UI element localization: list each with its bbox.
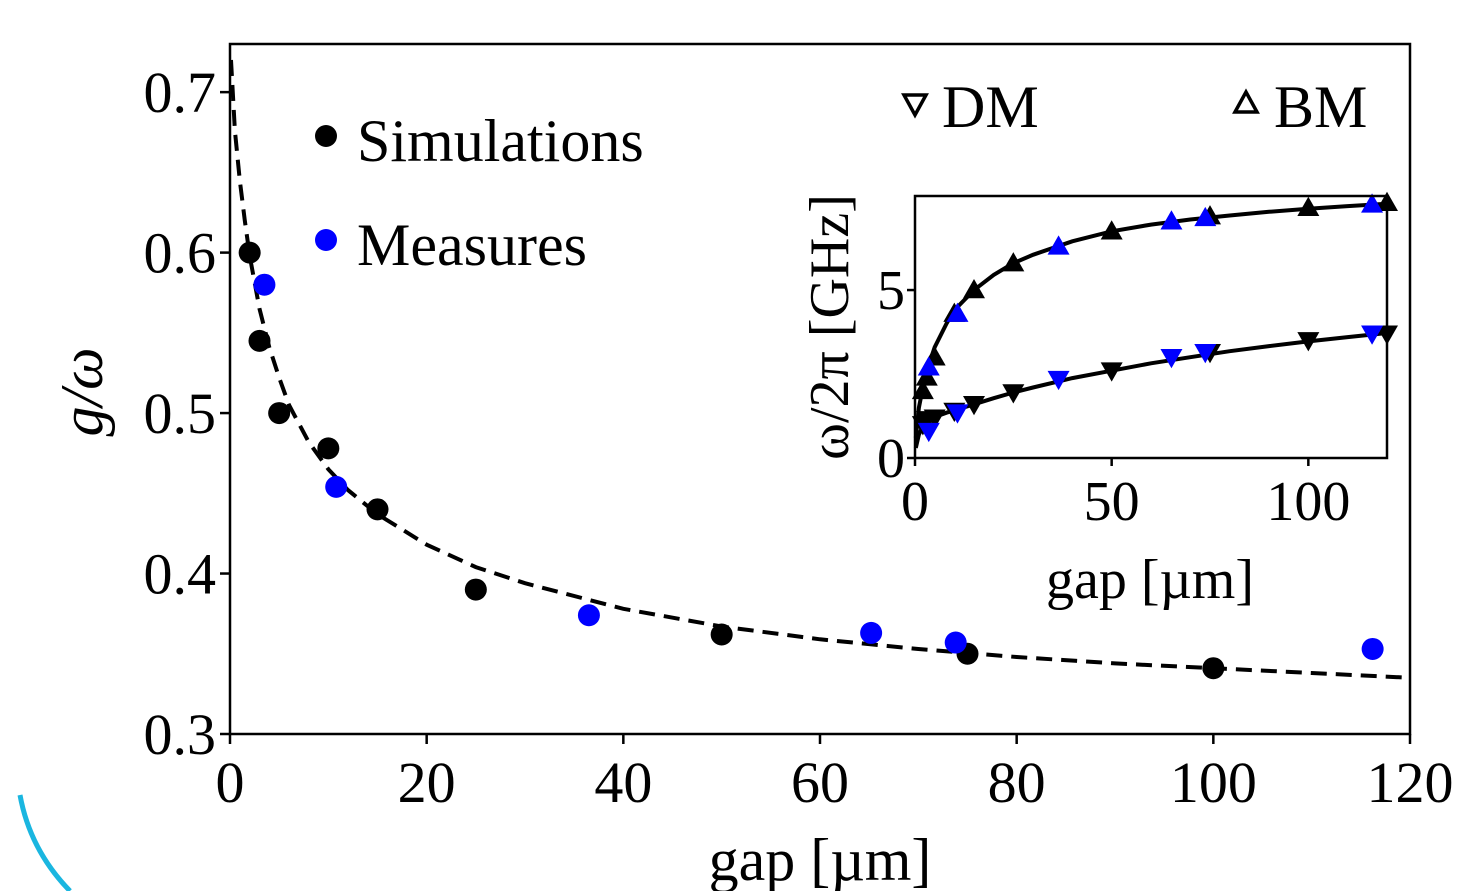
inset-ticks-layer: 0 50 100 0 5 xyxy=(877,260,1350,533)
main-x-tick-label: 40 xyxy=(594,750,652,815)
main-point-measures xyxy=(860,621,883,644)
inset-x-tick-label: 50 xyxy=(1084,471,1140,533)
legend-marker-simulations xyxy=(315,125,337,147)
main-point-simulations xyxy=(248,329,271,352)
inset-point-bm-measures xyxy=(1361,193,1384,213)
inset-plot: 0 50 100 0 5 gap [µm] ω/2π [GHz] xyxy=(799,191,1398,611)
main-y-tick-label: 0.4 xyxy=(144,542,217,607)
main-y-tick-label: 0.3 xyxy=(144,702,217,767)
main-y-axis-label: g/ω xyxy=(49,347,115,436)
inset-point-dm-measures xyxy=(1160,348,1183,369)
legend-label-simulations: Simulations xyxy=(357,108,644,174)
inset-point-bm-measures xyxy=(1160,210,1183,230)
inset-point-bm-simulations xyxy=(1100,220,1123,240)
decorative-arc xyxy=(17,794,72,891)
inset-point-dm-measures xyxy=(917,422,940,443)
legend-marker-measures xyxy=(315,229,337,251)
inset-y-tick-label: 0 xyxy=(877,428,905,490)
main-point-measures xyxy=(325,475,348,498)
main-point-simulations xyxy=(1202,657,1225,680)
inset-point-bm-simulations xyxy=(911,379,934,400)
main-x-tick-label: 100 xyxy=(1170,750,1257,815)
main-x-tick-label: 60 xyxy=(791,750,849,815)
legend-label-bm: BM xyxy=(1274,74,1367,140)
inset-point-bm-simulations xyxy=(963,279,985,299)
main-point-measures xyxy=(944,631,967,654)
inset-y-tick-label: 5 xyxy=(877,260,905,322)
main-y-tick-label: 0.5 xyxy=(144,381,217,446)
main-series-layer xyxy=(229,59,1411,680)
inset-point-dm-measures xyxy=(1047,370,1070,391)
main-x-tick-label: 120 xyxy=(1367,750,1454,815)
main-y-tick-label: 0.7 xyxy=(144,60,217,125)
main-point-simulations xyxy=(317,437,340,460)
main-point-measures xyxy=(1361,637,1384,660)
main-y-tick-label: 0.6 xyxy=(144,221,217,286)
inset-plot-background xyxy=(915,196,1387,458)
inset-point-bm-measures xyxy=(946,302,969,322)
legend-label-dm: DM xyxy=(942,74,1039,140)
inset-point-dm-simulations xyxy=(923,409,946,429)
inset-legend: DM BM xyxy=(901,74,1367,140)
inset-x-tick-label: 100 xyxy=(1266,471,1350,533)
main-point-measures xyxy=(577,604,600,627)
main-x-axis-label: gap [µm] xyxy=(709,827,932,891)
inset-point-bm-simulations xyxy=(915,366,938,386)
main-point-simulations xyxy=(238,241,261,264)
inset-point-dm-simulations xyxy=(1002,384,1025,404)
inset-x-axis-label: gap [µm] xyxy=(1046,549,1254,611)
inset-point-bm-measures xyxy=(917,356,940,376)
main-point-measures xyxy=(253,273,276,296)
main-ticks-layer: 0 20 40 60 80 100 120 0.3 0.4 0.5 0.6 0.7 xyxy=(144,60,1454,815)
main-x-tick-label: 20 xyxy=(398,750,456,815)
main-x-tick-label: 0 xyxy=(216,750,245,815)
inset-point-dm-simulations xyxy=(1100,362,1123,382)
main-point-simulations xyxy=(366,498,389,521)
inset-point-dm-simulations xyxy=(1297,332,1320,352)
inset-point-bm-simulations xyxy=(1297,196,1320,217)
main-legend: Simulations Measures xyxy=(315,108,644,278)
inset-x-tick-label: 0 xyxy=(901,471,929,533)
main-x-tick-label: 80 xyxy=(988,750,1046,815)
inset-plot-frame xyxy=(913,194,1389,460)
main-point-simulations xyxy=(710,623,733,646)
inset-point-bm-measures xyxy=(1194,206,1217,227)
legend-marker-bm xyxy=(1232,88,1260,114)
inset-point-bm-simulations xyxy=(1002,252,1025,272)
inset-point-dm-measures xyxy=(1194,343,1217,364)
inset-point-dm-measures xyxy=(946,404,969,424)
inset-point-dm-measures xyxy=(1361,325,1384,345)
legend-label-measures: Measures xyxy=(357,212,587,278)
legend-marker-dm xyxy=(901,93,929,119)
inset-point-dm-simulations xyxy=(963,396,985,416)
inset-y-axis-label: ω/2π [GHz] xyxy=(799,194,861,460)
inset-point-bm-measures xyxy=(1047,235,1070,255)
inset-series-layer xyxy=(911,191,1398,449)
main-fit-line-2 xyxy=(229,59,1411,680)
main-point-simulations xyxy=(464,578,487,601)
main-point-simulations xyxy=(268,402,291,425)
